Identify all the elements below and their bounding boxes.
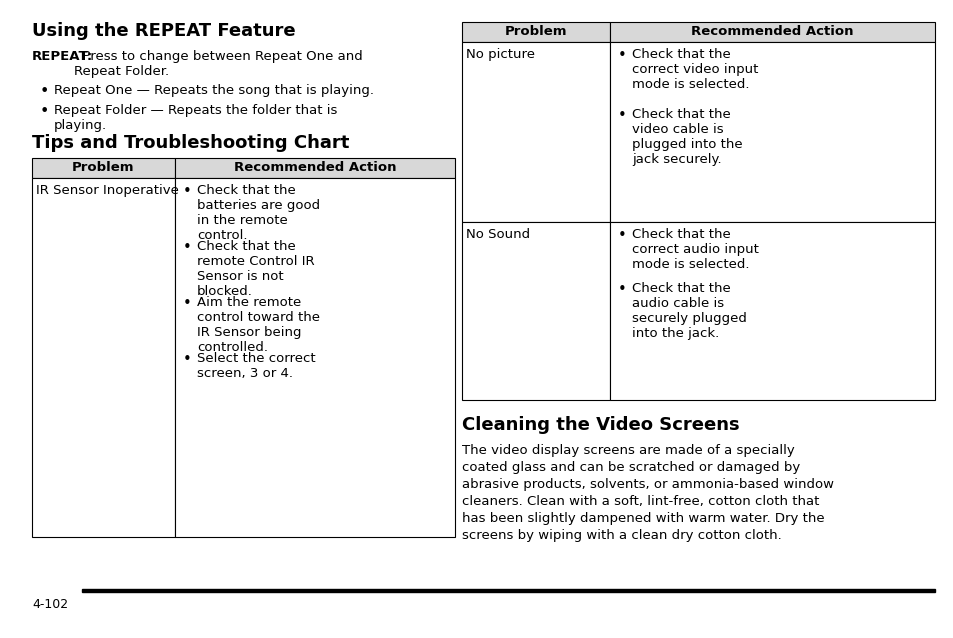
Bar — [32, 158, 174, 178]
Bar — [461, 222, 609, 400]
Bar — [461, 22, 609, 42]
Text: •: • — [618, 228, 626, 243]
Text: Press to change between Repeat One and
Repeat Folder.: Press to change between Repeat One and R… — [74, 50, 362, 78]
Text: The video display screens are made of a specially
coated glass and can be scratc: The video display screens are made of a … — [461, 444, 833, 542]
Text: •: • — [183, 240, 192, 255]
Text: Recommended Action: Recommended Action — [691, 25, 853, 38]
Text: Check that the
remote Control IR
Sensor is not
blocked.: Check that the remote Control IR Sensor … — [196, 240, 314, 298]
Text: •: • — [183, 184, 192, 199]
Bar — [174, 178, 455, 537]
Text: Check that the
video cable is
plugged into the
jack securely.: Check that the video cable is plugged in… — [631, 108, 741, 166]
Text: •: • — [40, 84, 50, 99]
Bar — [174, 158, 455, 178]
Text: 4-102: 4-102 — [32, 598, 68, 611]
Text: REPEAT:: REPEAT: — [32, 50, 93, 63]
Text: Repeat Folder — Repeats the folder that is
playing.: Repeat Folder — Repeats the folder that … — [54, 104, 337, 132]
Text: Cleaning the Video Screens: Cleaning the Video Screens — [461, 416, 739, 434]
Text: •: • — [183, 296, 192, 311]
Bar — [609, 42, 934, 222]
Text: •: • — [618, 48, 626, 63]
Bar — [609, 222, 934, 400]
Text: Using the REPEAT Feature: Using the REPEAT Feature — [32, 22, 295, 40]
Text: •: • — [618, 282, 626, 297]
Bar — [32, 178, 174, 537]
Text: Aim the remote
control toward the
IR Sensor being
controlled.: Aim the remote control toward the IR Sen… — [196, 296, 319, 354]
Text: IR Sensor Inoperative: IR Sensor Inoperative — [36, 184, 179, 197]
Text: Problem: Problem — [72, 161, 134, 174]
Bar — [461, 42, 609, 222]
Text: Tips and Troubleshooting Chart: Tips and Troubleshooting Chart — [32, 134, 349, 152]
Text: No Sound: No Sound — [465, 228, 530, 241]
Text: Check that the
audio cable is
securely plugged
into the jack.: Check that the audio cable is securely p… — [631, 282, 746, 340]
Bar — [82, 589, 934, 592]
Text: •: • — [618, 108, 626, 123]
Bar — [609, 22, 934, 42]
Text: Check that the
correct video input
mode is selected.: Check that the correct video input mode … — [631, 48, 758, 91]
Text: Select the correct
screen, 3 or 4.: Select the correct screen, 3 or 4. — [196, 352, 315, 380]
Text: Recommended Action: Recommended Action — [233, 161, 395, 174]
Text: •: • — [40, 104, 50, 119]
Text: No picture: No picture — [465, 48, 535, 61]
Text: Problem: Problem — [504, 25, 567, 38]
Text: Repeat One — Repeats the song that is playing.: Repeat One — Repeats the song that is pl… — [54, 84, 374, 97]
Text: Check that the
batteries are good
in the remote
control.: Check that the batteries are good in the… — [196, 184, 320, 242]
Text: Check that the
correct audio input
mode is selected.: Check that the correct audio input mode … — [631, 228, 758, 271]
Text: •: • — [183, 352, 192, 367]
